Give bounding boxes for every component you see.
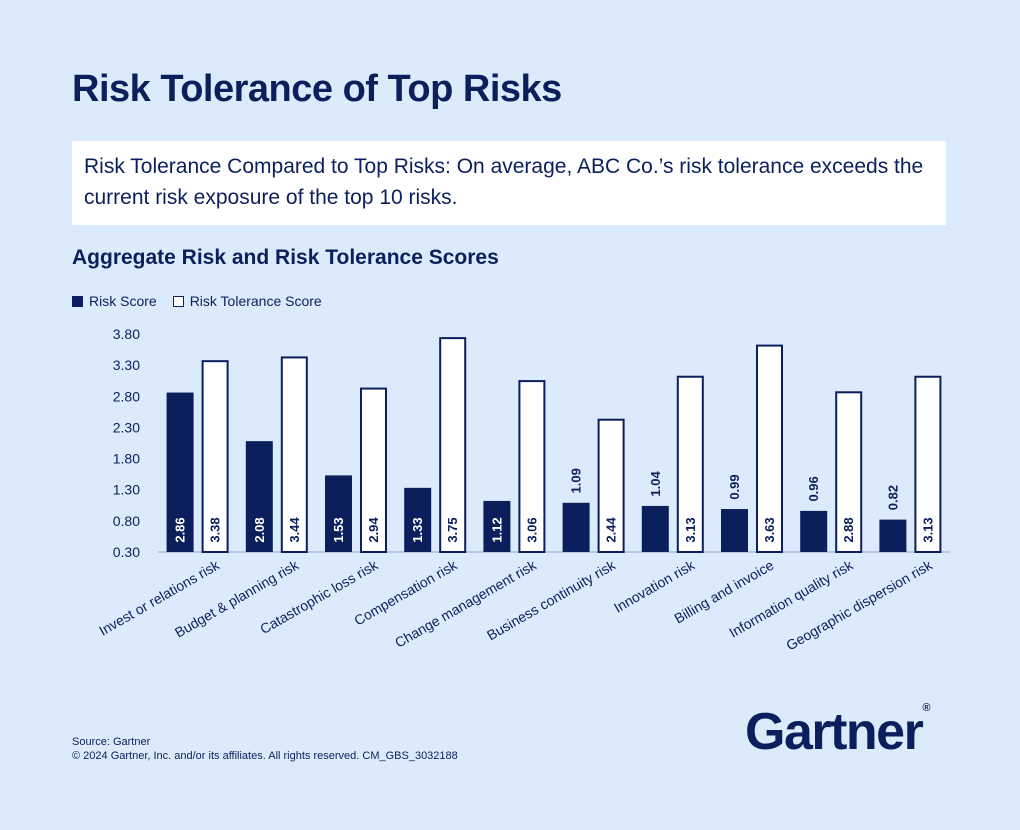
category-label: Business continuity risk: [484, 556, 619, 643]
risk-score-value-label: 1.53: [331, 517, 346, 542]
legend-item-risk-tolerance-score: Risk Tolerance Score: [172, 293, 322, 309]
y-tick-label: 0.80: [113, 513, 140, 529]
risk-tolerance-value-label: 2.44: [604, 517, 619, 543]
risk-tolerance-value-label: 3.75: [445, 517, 460, 542]
risk-tolerance-bar: [914, 375, 942, 553]
risk-tolerance-bar: [676, 375, 704, 553]
risk-score-bar: [404, 487, 432, 552]
risk-tolerance-value-label: 3.06: [524, 517, 539, 542]
risk-score-value-label: 1.33: [410, 517, 425, 542]
risk-score-bar: [245, 441, 273, 552]
footer: Source: Gartner © 2024 Gartner, Inc. and…: [72, 735, 458, 763]
category-label: Change management risk: [392, 556, 540, 651]
y-tick-label: 1.30: [113, 482, 140, 498]
registered-mark: ®: [922, 702, 931, 714]
risk-tolerance-bar: [439, 337, 467, 553]
page-title: Risk Tolerance of Top Risks: [72, 68, 562, 110]
risk-score-bar: [325, 475, 352, 552]
risk-tolerance-value-label: 3.13: [920, 517, 935, 542]
chart-legend: Risk Score Risk Tolerance Score: [72, 293, 338, 309]
legend-label-risk-tolerance-score: Risk Tolerance Score: [189, 293, 322, 309]
risk-tolerance-value-label: 2.88: [841, 517, 856, 542]
copyright-note: © 2024 Gartner, Inc. and/or its affiliat…: [72, 750, 458, 762]
y-tick-label: 0.30: [113, 544, 140, 560]
risk-tolerance-value-label: 3.13: [683, 517, 698, 542]
risk-tolerance-value-label: 3.44: [287, 517, 302, 543]
risk-score-bar: [483, 500, 511, 552]
y-tick-label: 3.80: [113, 326, 140, 342]
risk-score-value-label: 0.82: [885, 485, 900, 510]
risk-tolerance-bar: [360, 387, 387, 553]
risk-score-bar: [721, 509, 748, 552]
bar-chart: 3.80 3.30 2.80 2.30 1.80 1.30 0.80 0.30 2.86 3.38…: [96, 326, 950, 653]
risk-score-bar: [166, 392, 194, 552]
risk-tolerance-bar: [518, 380, 546, 553]
gartner-logo: Gartner®: [745, 702, 930, 762]
legend-swatch-outline: [172, 295, 184, 307]
risk-score-value-label: 1.12: [489, 517, 504, 542]
risk-tolerance-bar: [597, 418, 625, 553]
legend-swatch-filled: [72, 295, 83, 307]
risk-tolerance-bar: [835, 391, 863, 553]
risk-score-value-label: 1.04: [648, 470, 663, 496]
y-tick-label: 3.30: [113, 357, 140, 373]
risk-tolerance-bar: [201, 360, 229, 553]
risk-tolerance-bar: [756, 344, 783, 553]
risk-tolerance-value-label: 3.63: [762, 517, 777, 542]
risk-score-value-label: 0.99: [727, 474, 742, 499]
risk-tolerance-bar: [280, 356, 308, 553]
logo-text: Gartner: [745, 703, 924, 761]
risk-score-bar: [879, 519, 907, 552]
risk-score-bar: [800, 510, 828, 552]
y-tick-label: 2.30: [113, 419, 140, 435]
risk-tolerance-value-label: 2.94: [366, 517, 381, 543]
risk-score-bar: [562, 502, 590, 552]
chart-title: Aggregate Risk and Risk Tolerance Scores: [72, 246, 499, 269]
summary-box: Risk Tolerance Compared to Top Risks: On…: [72, 141, 946, 225]
risk-tolerance-value-label: 3.38: [208, 517, 223, 542]
risk-score-bar: [641, 505, 669, 552]
risk-score-value-label: 2.86: [173, 517, 188, 542]
risk-score-value-label: 2.08: [252, 517, 267, 542]
category-label: Geographic dispersion risk: [783, 556, 935, 653]
y-tick-label: 1.80: [113, 451, 140, 467]
legend-label-risk-score: Risk Score: [89, 293, 157, 309]
y-tick-label: 2.80: [113, 388, 140, 404]
risk-score-value-label: 0.96: [806, 476, 821, 501]
risk-score-value-label: 1.09: [569, 468, 584, 493]
source-note: Source: Gartner: [72, 736, 151, 748]
legend-item-risk-score: Risk Score: [72, 293, 157, 309]
